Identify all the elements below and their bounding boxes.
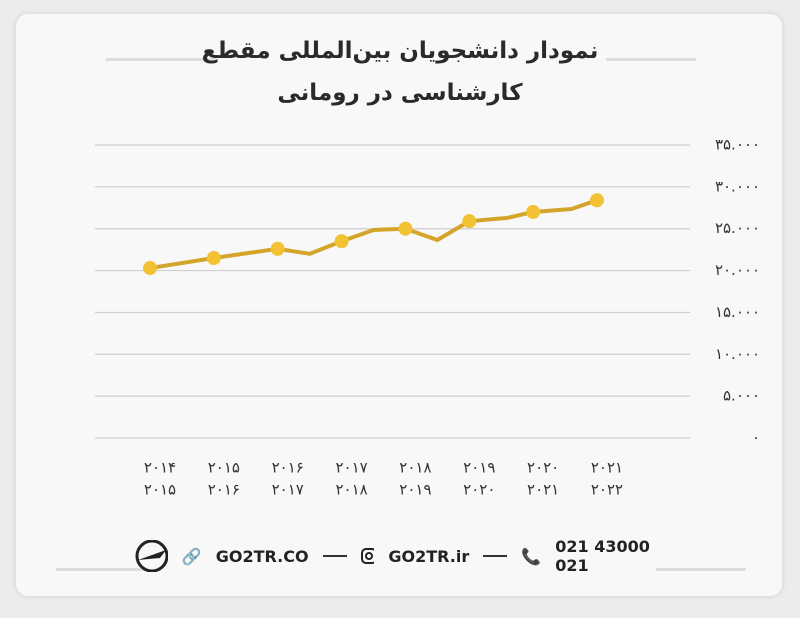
x-tick-label: ۲۰۱۶: [208, 481, 240, 499]
x-tick-label: ۲۰۲۰: [463, 481, 495, 499]
x-tick-label: ۲۰۱۸: [335, 481, 367, 499]
separator: [322, 555, 347, 557]
instagram-icon: [360, 548, 375, 564]
point: [526, 204, 541, 219]
x-tick-label: ۲۰۱۶: [272, 459, 304, 477]
chart-title: نمودار دانشجویان بین‌المللی مقطع کارشناس…: [201, 38, 599, 106]
y-tick-label: ۳۵.۰۰۰: [715, 136, 760, 154]
x-tick-label: ۲۰۱۷: [335, 459, 367, 477]
x-tick-label: ۲۰۱۹: [463, 459, 495, 477]
x-tick-label: ۲۰۲۰: [527, 459, 559, 477]
title-rule: [606, 58, 696, 61]
x-tick-label: ۲۰۲۱: [591, 459, 623, 477]
x-tick-label: ۲۰۱۵: [208, 459, 240, 477]
x-tick-label: ۲۰۱۷: [272, 481, 304, 499]
y-tick-label: ۱۰.۰۰۰: [715, 345, 760, 363]
point: [590, 193, 604, 208]
x-tick-label: ۲۰۲۱: [527, 481, 559, 499]
x-tick-label: ۲۰۱۸: [399, 459, 431, 477]
x-tick-label: ۲۰۱۴: [144, 459, 176, 477]
point: [143, 261, 157, 276]
link-icon: 🔗: [181, 546, 202, 566]
footer-rule: [56, 568, 146, 571]
website: GO2TR.CO: [215, 546, 309, 566]
y-tick-label: ۵.۰۰۰: [723, 387, 760, 405]
y-tick-label: ۰: [752, 429, 760, 447]
footer-rule: [656, 568, 746, 571]
separator: [483, 555, 508, 557]
point: [206, 251, 221, 266]
point: [398, 221, 413, 236]
x-tick-label: ۲۰۱۵: [144, 481, 176, 499]
y-tick-label: ۲۰.۰۰۰: [715, 261, 760, 279]
instagram: GO2TR.ir: [388, 546, 470, 566]
point: [334, 234, 349, 249]
y-tick-label: ۱۵.۰۰۰: [715, 303, 760, 321]
y-tick-label: ۲۵.۰۰۰: [715, 219, 760, 237]
card: [16, 14, 782, 596]
footer: 🔗 GO2TR.CO GO2TR.ir 📞 021 43000 021: [130, 537, 670, 575]
point: [270, 241, 285, 256]
x-tick-label: ۲۰۱۹: [399, 481, 431, 499]
phone: 021 43000 021: [555, 537, 650, 575]
title-rule: [106, 58, 216, 61]
x-tick-label: ۲۰۲۲: [591, 481, 623, 499]
point: [462, 214, 477, 229]
phone-icon: 📞: [521, 546, 542, 566]
logo: [135, 540, 168, 572]
y-tick-label: ۳۰.۰۰۰: [715, 177, 760, 195]
